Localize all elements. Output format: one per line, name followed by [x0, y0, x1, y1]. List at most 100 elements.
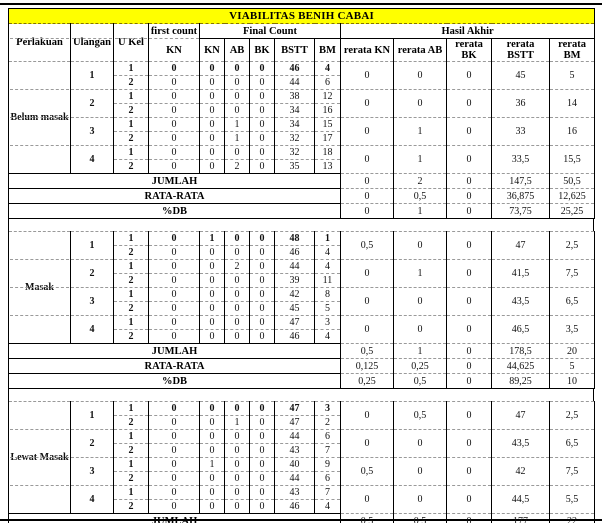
- rerata-cell: 42: [491, 457, 550, 486]
- data-cell: 0: [148, 145, 200, 160]
- perlakuan-cell: Masak: [8, 231, 71, 344]
- data-cell: 35: [274, 159, 315, 174]
- data-cell: 0: [148, 159, 200, 174]
- rerata-cell: 47: [491, 231, 550, 260]
- rerata-cell: 0: [340, 287, 394, 316]
- summary-label-cell: RATA-RATA: [8, 188, 341, 204]
- page-title-text: VIABILITAS BENIH CABAI: [229, 10, 374, 22]
- data-cell: 1: [199, 457, 225, 472]
- data-cell: 40: [274, 457, 315, 472]
- ulangan-cell: 2: [70, 89, 114, 118]
- summary-value-cell: 147,5: [491, 173, 550, 189]
- rerata-cell: 14: [549, 89, 595, 118]
- summary-row: JUMLAH 0 2 0 147,5 50,5: [8, 173, 595, 189]
- data-cell: 34: [274, 117, 315, 132]
- summary-value-cell: 0: [340, 188, 394, 204]
- rerata-cell: 46,5: [491, 315, 550, 344]
- column-header-rerata-kn: rerata KN: [340, 38, 394, 61]
- data-cell: 11: [314, 273, 341, 288]
- data-cell: 0: [249, 159, 275, 174]
- data-cell: 0: [199, 287, 225, 302]
- data-cell: 0: [249, 287, 275, 302]
- summary-row: JUMLAH 0,5 1 0 178,5 20: [8, 343, 595, 359]
- rerata-cell: 0: [446, 117, 492, 146]
- rerata-cell: 0: [446, 259, 492, 288]
- page-title: VIABILITAS BENIH CABAI: [8, 8, 595, 24]
- data-cell: 0: [249, 103, 275, 118]
- rerata-cell: 0: [393, 429, 447, 458]
- section-table-belum-masak: Belum masak 1 1 0 0 0 0 46 4 0 0 0 45 5 2 0 0 0 0 44 6 2 1 0 0 0 0…: [8, 61, 595, 219]
- title-row: VIABILITAS BENIH CABAI: [8, 8, 595, 24]
- data-cell: 16: [314, 103, 341, 118]
- data-cell: 46: [274, 245, 315, 260]
- data-cell: 0: [148, 89, 200, 104]
- ukel-cell: 2: [113, 245, 149, 260]
- top-border-line: [0, 3, 602, 5]
- rerata-cell: 15,5: [549, 145, 595, 174]
- data-cell: 0: [224, 273, 250, 288]
- summary-row: RATA-RATA 0,125 0,25 0 44,625 5: [8, 358, 595, 374]
- data-cell: 0: [249, 273, 275, 288]
- data-cell: 0: [249, 117, 275, 132]
- gridline: [10, 259, 69, 260]
- data-cell: 38: [274, 89, 315, 104]
- rerata-cell: 0: [446, 145, 492, 174]
- ukel-cell: 2: [113, 415, 149, 430]
- rerata-cell: 0: [393, 485, 447, 514]
- table-row: 2 0 0 0 0 46 4: [9, 499, 595, 514]
- column-header-kn: KN: [199, 38, 225, 61]
- rerata-cell: 47: [491, 401, 550, 430]
- table-row: 2 0 0 0 0 39 11: [9, 273, 595, 288]
- data-cell: 0: [199, 401, 225, 416]
- summary-value-cell: 0: [446, 358, 492, 374]
- data-cell: 0: [224, 301, 250, 316]
- ukel-cell: 1: [113, 429, 149, 444]
- data-cell: 0: [224, 471, 250, 486]
- data-cell: 0: [199, 89, 225, 104]
- data-cell: 0: [224, 499, 250, 514]
- data-cell: 0: [148, 443, 200, 458]
- summary-value-cell: 0: [446, 373, 492, 389]
- summary-row: %DB 0 1 0 73,75 25,25: [8, 203, 595, 219]
- data-cell: 6: [314, 75, 341, 90]
- ulangan-cell: 2: [70, 259, 114, 288]
- data-cell: 6: [314, 471, 341, 486]
- table-row: 4 1 0 0 0 0 47 3 0 0 0 46,5 3,5: [9, 315, 595, 344]
- table-row: 2 1 0 0 0 0 38 12 0 0 0 36 14: [9, 89, 595, 118]
- rerata-cell: 0: [393, 287, 447, 316]
- ukel-cell: 2: [113, 443, 149, 458]
- data-cell: 0: [199, 145, 225, 160]
- summary-value-cell: 5: [549, 358, 595, 374]
- column-header-first-count: first count: [148, 23, 200, 39]
- gridline: [10, 429, 69, 430]
- table-row: 2 0 0 1 0 47 2: [9, 415, 595, 430]
- ukel-cell: 2: [113, 75, 149, 90]
- data-cell: 0: [199, 159, 225, 174]
- data-cell: 0: [199, 131, 225, 146]
- ukel-cell: 2: [113, 329, 149, 344]
- data-cell: 0: [148, 471, 200, 486]
- section-gap: [8, 389, 594, 401]
- data-cell: 46: [274, 329, 315, 344]
- rerata-cell: 0: [446, 287, 492, 316]
- summary-row: RATA-RATA 0 0,5 0 36,875 12,625: [8, 188, 595, 204]
- rerata-cell: 1: [393, 145, 447, 174]
- summary-label-cell: %DB: [8, 203, 341, 219]
- ulangan-cell: 4: [70, 315, 114, 344]
- data-cell: 0: [249, 245, 275, 260]
- summary-value-cell: 0,5: [340, 513, 394, 523]
- data-cell: 13: [314, 159, 341, 174]
- summary-value-cell: 177: [491, 513, 550, 523]
- data-cell: 3: [314, 315, 341, 330]
- summary-row: %DB 0,25 0,5 0 89,25 10: [8, 373, 595, 389]
- ulangan-cell: 2: [70, 429, 114, 458]
- summary-value-cell: 44,625: [491, 358, 550, 374]
- summary-value-cell: 89,25: [491, 373, 550, 389]
- gridline: [10, 38, 69, 39]
- data-cell: 0: [249, 301, 275, 316]
- sections-container: Belum masak 1 1 0 0 0 0 46 4 0 0 0 45 5 2 0 0 0 0 44 6 2 1 0 0 0 0…: [8, 61, 595, 523]
- rerata-cell: 3,5: [549, 315, 595, 344]
- data-cell: 1: [314, 231, 341, 246]
- data-cell: 4: [314, 259, 341, 274]
- gridline: [115, 38, 147, 39]
